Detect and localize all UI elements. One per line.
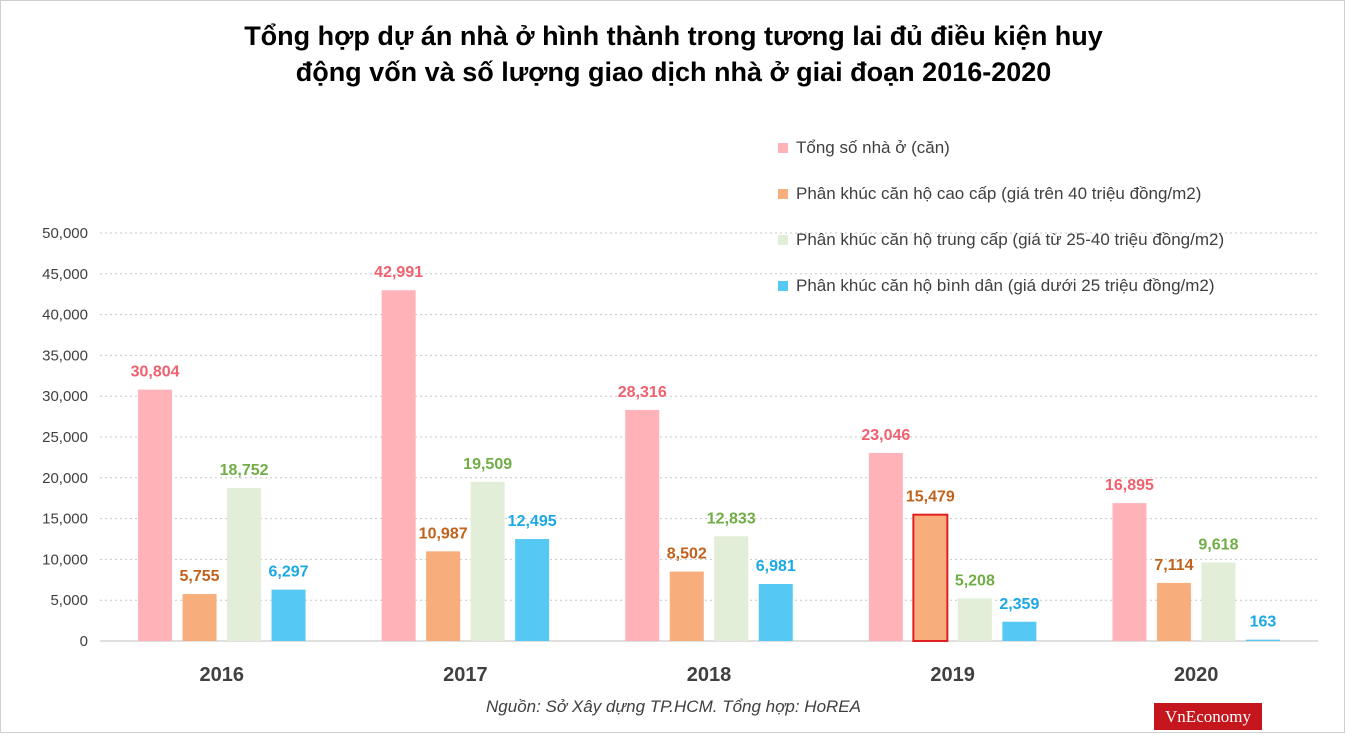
legend-label-luxury: Phân khúc căn hộ cao cấp (giá trên 40 tr… [796, 184, 1202, 203]
legend-swatch-affordable [778, 281, 788, 291]
bar-total-2017 [381, 290, 416, 641]
y-tick-label: 45,000 [42, 266, 88, 283]
bar-mid-2018 [714, 536, 749, 641]
y-tick-label: 20,000 [42, 470, 88, 487]
bar-luxury-2016 [182, 594, 217, 641]
x-tick-label-2016: 2016 [200, 664, 245, 686]
data-label-luxury-2019: 15,479 [906, 489, 955, 506]
y-tick-label: 25,000 [42, 429, 88, 446]
y-tick-label: 30,000 [42, 388, 88, 405]
bar-affordable-2016 [271, 589, 306, 641]
y-tick-label: 50,000 [42, 225, 88, 242]
source-note: Nguồn: Sở Xây dựng TP.HCM. Tổng hợp: HoR… [486, 697, 861, 716]
chart-title: Tổng hợp dự án nhà ở hình thành trong tư… [0, 18, 1347, 90]
bar-mid-2017 [470, 481, 505, 641]
data-label-luxury-2016: 5,755 [180, 568, 220, 585]
chart-title-line-2: động vốn và số lượng giao dịch nhà ở gia… [295, 57, 1052, 87]
data-label-luxury-2017: 10,987 [419, 525, 468, 542]
bar-affordable-2019 [1002, 621, 1037, 641]
vneconomy-logo: VnEconomy [1154, 703, 1262, 730]
legend-item-affordable: Phân khúc căn hộ bình dân (giá dưới 25 t… [778, 276, 1215, 296]
legend-item-luxury: Phân khúc căn hộ cao cấp (giá trên 40 tr… [778, 184, 1201, 204]
bar-luxury-2019 [912, 513, 949, 642]
y-tick-label: 35,000 [42, 347, 88, 364]
legend-label-total: Tổng số nhà ở (căn) [796, 138, 950, 157]
data-label-affordable-2020: 163 [1250, 614, 1277, 631]
y-tick-label: 40,000 [42, 307, 88, 324]
bar-total-2018 [625, 409, 660, 641]
data-label-total-2020: 16,895 [1105, 477, 1154, 494]
y-tick-label: 10,000 [42, 551, 88, 568]
bar-mid-2019 [957, 598, 992, 641]
legend-label-affordable: Phân khúc căn hộ bình dân (giá dưới 25 t… [796, 276, 1215, 295]
data-label-luxury-2018: 8,502 [667, 546, 707, 563]
chart-title-line-1: Tổng hợp dự án nhà ở hình thành trong tư… [244, 21, 1103, 51]
data-label-affordable-2019: 2,359 [999, 596, 1039, 613]
x-tick-label-2017: 2017 [443, 664, 488, 686]
legend-swatch-mid [778, 235, 788, 245]
data-label-luxury-2020: 7,114 [1154, 557, 1193, 574]
legend-swatch-total [778, 143, 788, 153]
data-label-mid-2017: 19,509 [463, 456, 512, 473]
bar-affordable-2018 [758, 584, 793, 641]
data-label-affordable-2016: 6,297 [269, 564, 309, 581]
bar-mid-2016 [227, 487, 262, 641]
legend-item-mid: Phân khúc căn hộ trung cấp (giá từ 25-40… [778, 230, 1224, 250]
data-label-affordable-2018: 6,981 [756, 558, 796, 575]
bar-total-2016 [138, 389, 173, 641]
data-label-total-2018: 28,316 [618, 384, 667, 401]
bar-total-2020 [1112, 503, 1147, 641]
x-tick-label-2018: 2018 [687, 664, 732, 686]
bar-affordable-2017 [515, 539, 550, 641]
y-tick-label: 0 [80, 633, 88, 650]
data-label-total-2016: 30,804 [131, 364, 180, 381]
data-label-affordable-2017: 12,495 [508, 513, 557, 530]
data-label-mid-2019: 5,208 [955, 573, 995, 590]
data-label-total-2019: 23,046 [861, 427, 910, 444]
x-tick-label-2019: 2019 [930, 664, 975, 686]
y-tick-label: 15,000 [42, 511, 88, 528]
bar-mid-2020 [1201, 562, 1236, 641]
legend-swatch-luxury [778, 189, 788, 199]
bar-luxury-2017 [426, 551, 461, 641]
legend-label-mid: Phân khúc căn hộ trung cấp (giá từ 25-40… [796, 230, 1225, 249]
data-label-mid-2020: 9,618 [1198, 537, 1238, 554]
y-tick-label: 5,000 [50, 592, 88, 609]
data-label-mid-2018: 12,833 [707, 510, 756, 527]
bar-affordable-2020 [1245, 639, 1280, 641]
bar-total-2019 [868, 452, 903, 641]
bar-luxury-2020 [1156, 582, 1191, 641]
x-tick-label-2020: 2020 [1174, 664, 1219, 686]
data-label-total-2017: 42,991 [374, 264, 423, 281]
bar-luxury-2018 [669, 571, 704, 641]
legend-item-total: Tổng số nhà ở (căn) [778, 138, 950, 158]
data-label-mid-2016: 18,752 [220, 462, 269, 479]
